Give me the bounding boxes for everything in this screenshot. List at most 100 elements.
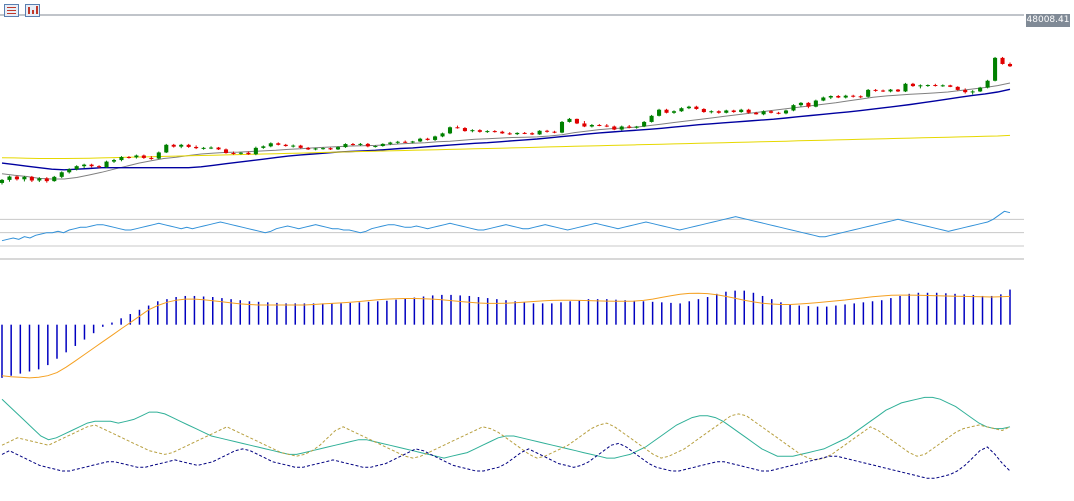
candle	[537, 130, 542, 135]
candle-body	[82, 164, 87, 167]
candle-body	[1000, 57, 1005, 64]
candle	[216, 146, 221, 150]
oscillator-third-line	[1, 442, 1011, 479]
candle	[978, 86, 983, 93]
candle-body	[164, 144, 169, 153]
candle	[574, 118, 579, 125]
candle	[851, 94, 856, 98]
candle-body	[970, 91, 975, 93]
candle-body	[612, 126, 617, 130]
candle	[104, 160, 109, 168]
candle	[843, 94, 848, 99]
candle	[664, 108, 669, 114]
macd-panel[interactable]	[1, 289, 1011, 379]
candle	[126, 156, 131, 159]
candle	[940, 84, 945, 87]
candle-body	[261, 146, 266, 148]
candle	[231, 151, 236, 155]
candle	[380, 143, 385, 147]
candle	[627, 124, 632, 129]
candle	[141, 154, 146, 159]
candle-body	[67, 169, 72, 173]
candle	[462, 127, 467, 132]
price-panel[interactable]	[0, 14, 1024, 185]
candle	[769, 110, 774, 114]
candle-body	[664, 109, 669, 113]
candle-body	[52, 176, 57, 182]
candle-body	[769, 111, 774, 113]
rsi-panel[interactable]	[0, 210, 1024, 247]
candle-body	[306, 147, 311, 150]
candle	[403, 140, 408, 143]
candle-body	[328, 148, 333, 150]
candle	[119, 156, 124, 162]
chart-settings-icon[interactable]	[25, 4, 40, 17]
candle-body	[851, 95, 856, 97]
candle-body	[388, 142, 393, 144]
candle	[649, 114, 654, 123]
candle-body	[395, 141, 400, 143]
candle	[597, 124, 602, 127]
candle	[791, 104, 796, 112]
candle	[634, 125, 639, 129]
candle-body	[634, 126, 639, 128]
candle-body	[477, 130, 482, 132]
candle-body	[507, 133, 512, 135]
candle-body	[597, 124, 602, 126]
candle-body	[216, 147, 221, 150]
candle-body	[291, 145, 296, 147]
oscillator-main-line	[1, 396, 1011, 459]
candle-body	[223, 149, 229, 154]
candle-body	[343, 144, 348, 148]
candle-body	[552, 131, 557, 133]
candle	[253, 146, 258, 156]
candle	[276, 142, 281, 146]
candle-body	[455, 127, 460, 129]
ma-fast-line	[1, 82, 1011, 180]
candle-body	[754, 112, 759, 115]
ma-mid-line	[1, 88, 1011, 171]
candle	[37, 177, 42, 183]
candle-body	[567, 118, 572, 122]
candle	[694, 105, 699, 110]
candle-body	[231, 153, 236, 155]
candle	[111, 158, 117, 163]
candle-body	[59, 172, 64, 177]
candle-body	[589, 124, 594, 127]
candle-body	[447, 127, 453, 134]
candle	[507, 132, 512, 135]
candle	[881, 89, 886, 93]
candle-body	[74, 166, 79, 170]
candle	[918, 84, 923, 89]
candle	[156, 151, 161, 160]
candle-body	[22, 176, 27, 180]
candle-body	[515, 132, 520, 135]
candle	[306, 146, 311, 150]
candle	[22, 175, 27, 182]
candle-body	[500, 131, 505, 134]
candle	[686, 105, 691, 110]
candle-body	[14, 176, 19, 180]
candle	[455, 125, 460, 129]
oscillator-panel[interactable]	[1, 396, 1011, 479]
list-view-icon[interactable]	[4, 4, 19, 17]
candle	[933, 83, 938, 87]
candle	[89, 163, 94, 168]
candle	[1000, 56, 1005, 65]
candle	[604, 124, 609, 128]
ma-slow-line	[1, 134, 1011, 159]
candle-body	[410, 141, 415, 143]
candle	[619, 125, 624, 131]
candle-body	[933, 85, 938, 87]
candle	[261, 145, 266, 149]
candle-body	[895, 89, 901, 92]
candle	[74, 165, 79, 171]
candle	[44, 177, 49, 183]
candle-body	[798, 102, 803, 106]
candle-body	[627, 126, 632, 128]
candle	[328, 147, 333, 150]
candle	[836, 95, 841, 99]
candle	[410, 140, 415, 144]
candle	[29, 175, 34, 183]
